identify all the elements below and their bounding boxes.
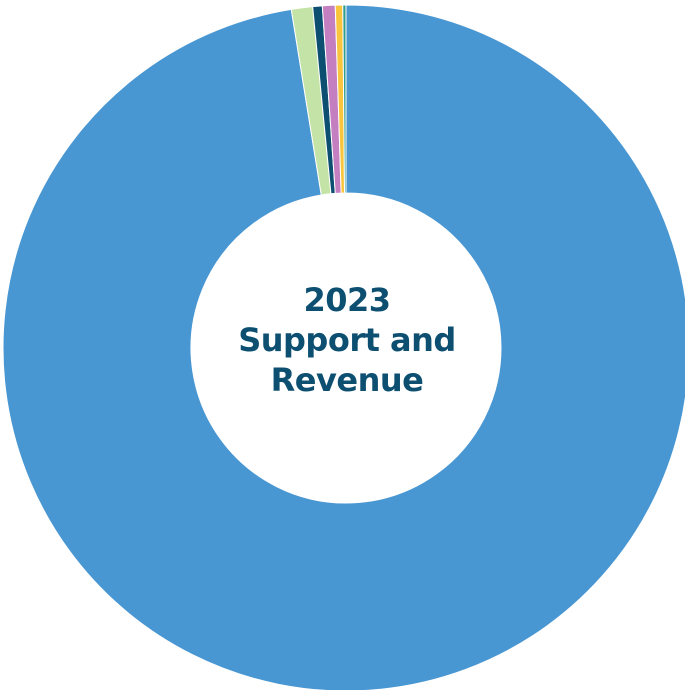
chart-title-line-3: Revenue bbox=[192, 360, 502, 400]
chart-title-line-2: Support and bbox=[192, 320, 502, 360]
chart-title-line-1: 2023 bbox=[192, 280, 502, 320]
chart-title: 2023 Support and Revenue bbox=[192, 280, 502, 400]
